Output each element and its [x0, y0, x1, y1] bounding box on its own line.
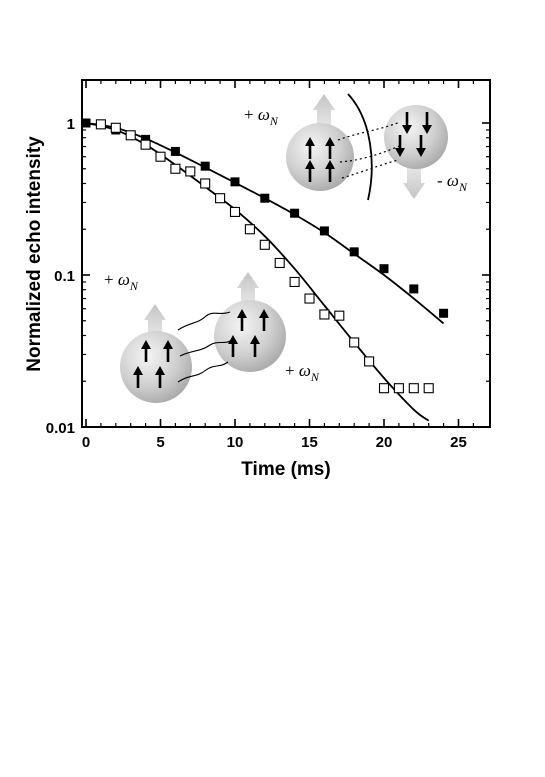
omega-annotation-left-plus: + ωN: [104, 270, 139, 293]
data-point-open: [140, 139, 151, 150]
spin-down-arrow: [422, 112, 432, 134]
spin-up-arrow: [133, 366, 143, 388]
coupling-dotted-line: [341, 159, 399, 179]
magnetization-up-arrow: [313, 94, 335, 128]
spin-up-arrow: [237, 309, 247, 331]
spin-up-arrow: [259, 309, 269, 331]
data-point-filled: [409, 284, 419, 294]
cluster-sphere-right: [214, 300, 286, 372]
spin-down-arrow: [402, 112, 412, 134]
annotation-symbol: ω: [299, 361, 311, 380]
separation-curve: [347, 93, 373, 201]
spin-up-arrow: [155, 366, 165, 388]
spin-down-arrow: [395, 135, 405, 157]
omega-annotation-tr-minus: - ωN: [437, 171, 468, 194]
data-markers: [81, 118, 449, 394]
annotation-sign: +: [104, 270, 118, 289]
annotation-symbol: ω: [447, 171, 459, 190]
spin-up-arrow: [325, 160, 335, 182]
coupling-wavy-line: [177, 311, 231, 331]
cluster-sphere-left: [120, 331, 192, 403]
data-point-filled: [349, 247, 359, 257]
annotation-symbol: ω: [118, 270, 130, 289]
data-point-open: [378, 383, 390, 394]
annotation-subscript: N: [269, 114, 279, 128]
annotation-sign: -: [437, 171, 447, 190]
cluster-sphere-down: [384, 105, 448, 169]
y-tick-label: 0.01: [46, 420, 75, 437]
x-tick-label: 15: [301, 434, 318, 451]
data-point-open: [349, 337, 360, 348]
data-point-open: [229, 206, 241, 217]
omega-annotation-tr-plus: + ωN: [244, 105, 279, 128]
data-point-filled: [260, 193, 270, 203]
data-point-open: [304, 293, 315, 304]
data-point-open: [289, 276, 300, 288]
data-point-open: [393, 383, 404, 394]
annotation-subscript: N: [310, 370, 320, 384]
data-point-filled: [319, 226, 329, 236]
data-point-filled: [200, 161, 210, 171]
data-point-filled: [230, 177, 240, 187]
data-point-open: [364, 356, 375, 367]
spin-up-arrow: [250, 335, 260, 357]
y-tick-label: 0.1: [54, 268, 75, 285]
x-tick-label: 10: [227, 434, 244, 451]
annotation-sign: +: [244, 105, 258, 124]
x-axis-title: Time (ms): [241, 459, 330, 480]
coupling-dotted-line: [337, 121, 401, 141]
data-point-filled: [439, 308, 449, 318]
data-point-open: [185, 166, 196, 177]
data-point-open: [408, 383, 419, 394]
magnetization-up-arrow: [237, 272, 259, 306]
data-point-open: [200, 178, 211, 189]
x-tick-label: 0: [82, 434, 90, 451]
data-point-filled: [379, 264, 389, 274]
y-tick-label: 1: [67, 116, 75, 133]
data-point-filled: [290, 208, 300, 218]
data-point-open: [125, 130, 136, 141]
data-point-open: [215, 193, 226, 204]
data-point-filled: [170, 146, 180, 156]
data-point-open: [259, 239, 270, 250]
spin-up-arrow: [228, 335, 238, 357]
x-tick-label: 5: [156, 434, 164, 451]
spin-up-arrow: [305, 160, 315, 182]
plot-frame: [81, 79, 491, 428]
antiparallel-pair-illustration: [286, 93, 448, 201]
coupling-wavy-line: [179, 339, 233, 357]
data-point-open: [423, 383, 434, 394]
data-point-open: [95, 119, 106, 130]
spin-illustrations: + ωN- ωN+ ωN+ ωN: [104, 93, 468, 403]
spin-up-arrow: [141, 340, 151, 362]
data-point-filled: [141, 134, 151, 144]
cluster-sphere-up: [286, 123, 354, 191]
annotation-symbol: ω: [258, 105, 270, 124]
magnetization-up-arrow: [144, 304, 166, 338]
coupling-wavy-line: [177, 361, 229, 383]
spin-up-arrow: [305, 137, 315, 159]
y-axis-title: Normalized echo intensity: [24, 136, 45, 372]
spin-up-arrow: [163, 340, 173, 362]
magnetization-down-arrow: [403, 165, 425, 199]
x-tick-label: 20: [376, 434, 393, 451]
spin-down-arrow: [416, 135, 426, 157]
axes: 0 5 10 15 20 25 0.01 0.1 1: [46, 79, 491, 451]
data-point-open: [334, 310, 345, 321]
data-point-open: [155, 151, 166, 162]
spin-up-arrow: [325, 137, 335, 159]
parallel-pair-illustration: [120, 272, 286, 403]
annotation-subscript: N: [458, 180, 468, 194]
annotation-sign: +: [285, 361, 299, 380]
data-point-open: [274, 257, 285, 269]
data-point-open: [170, 163, 181, 174]
x-tick-label: 25: [450, 434, 467, 451]
data-point-open: [110, 122, 121, 133]
data-point-open: [244, 224, 255, 235]
coupling-dotted-line: [339, 144, 403, 163]
data-point-open: [319, 309, 330, 320]
annotation-subscript: N: [129, 279, 139, 293]
omega-annotation-bottom-plus: + ωN: [285, 361, 320, 384]
